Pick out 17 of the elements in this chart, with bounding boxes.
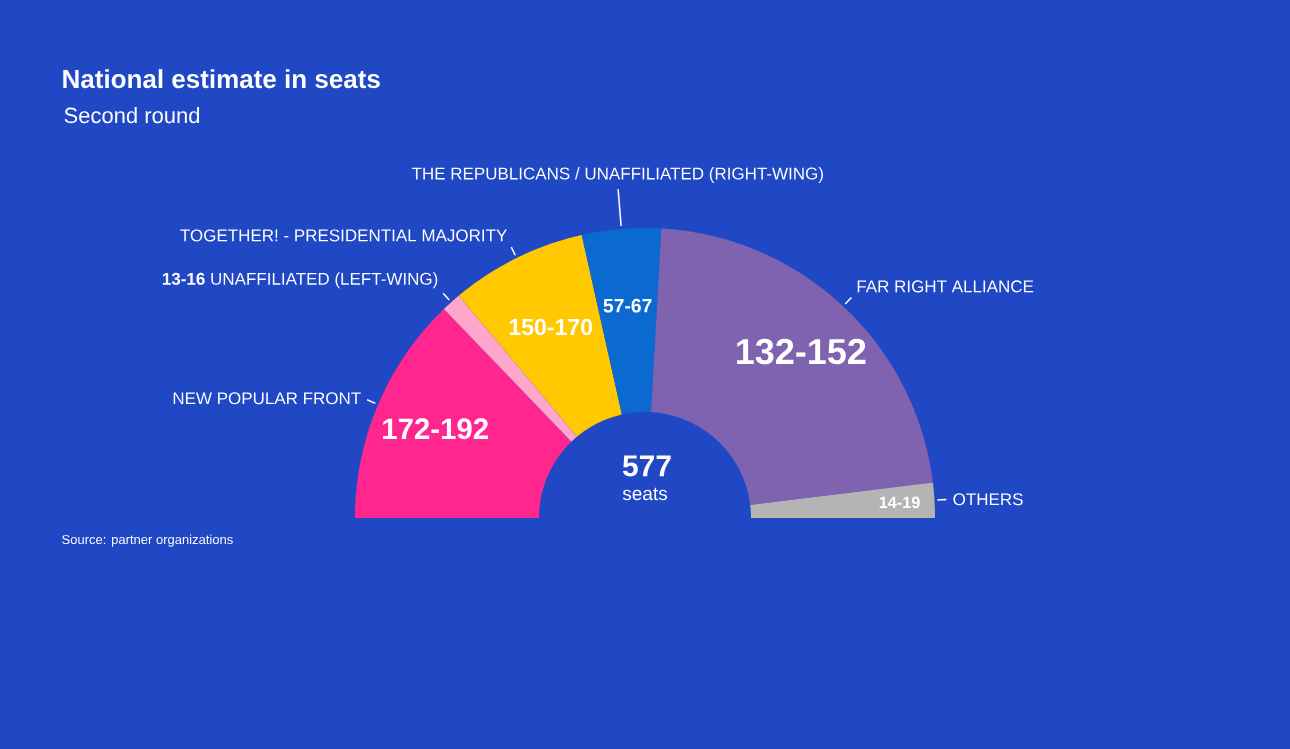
slice-label: NEW POPULAR FRONT	[173, 392, 361, 405]
data-label: 150-170	[509, 318, 593, 336]
text: seats	[622, 487, 668, 501]
slice-label: UNAFFILIATED (LEFT-WING)	[211, 272, 438, 289]
chart-title: National estimate in seats	[63, 69, 380, 89]
data-label: 13-16	[162, 272, 205, 285]
slice-label: OTHERS	[953, 493, 1023, 506]
data-label: 172-192	[383, 418, 488, 440]
slice-label: THE REPUBLICANS / UNAFFILIATED (RIGHT-WING)	[411, 167, 823, 183]
slice-label: FAR RIGHT ALLIANCE	[857, 280, 1034, 293]
chart-subtitle: Second round	[64, 107, 200, 124]
data-label: 57-67	[603, 298, 652, 313]
data-label: 14-19	[879, 496, 920, 509]
slice-label: TOGETHER! - PRESIDENTIAL MAJORITY	[180, 229, 507, 242]
text: 577	[622, 455, 671, 477]
source-note: Source: partner organizations	[62, 534, 233, 547]
data-label: 132-152	[737, 338, 866, 365]
